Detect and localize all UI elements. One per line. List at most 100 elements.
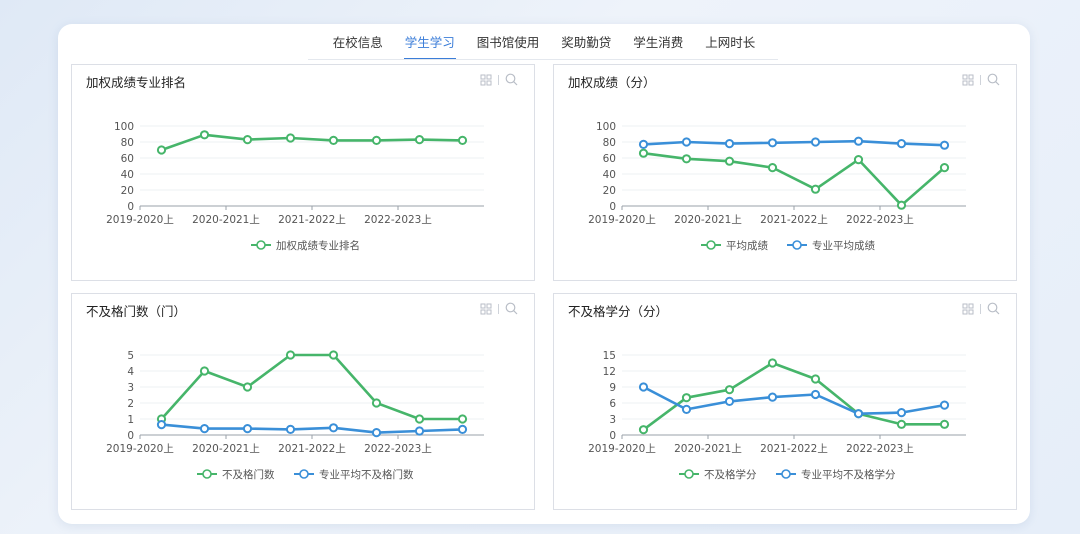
data-point	[767, 163, 778, 173]
series-line	[643, 139, 945, 147]
data-point	[853, 136, 864, 146]
data-point	[810, 389, 821, 400]
legend-marker	[202, 469, 212, 479]
y-tick-label: 20	[603, 185, 616, 197]
y-tick-label: 100	[596, 121, 616, 133]
grid-icon[interactable]	[480, 303, 492, 315]
series-line	[161, 423, 463, 434]
data-point	[724, 139, 735, 149]
x-tick-label: 2019-2020上	[106, 214, 174, 226]
legend-label: 不及格门数	[222, 468, 275, 481]
data-point	[242, 135, 253, 145]
search-icon[interactable]	[505, 302, 518, 315]
x-tick-label: 2019-2020上	[106, 443, 174, 455]
panel-weighted-rank: 加权成绩专业排名 100 80 60 40 20 0 2019-2020上 2020-2021…	[71, 64, 535, 281]
data-point	[939, 419, 950, 429]
legend-label: 平均成绩	[726, 239, 768, 252]
data-point	[896, 139, 907, 149]
data-point	[242, 382, 253, 392]
series-line	[643, 151, 946, 207]
legend-marker	[684, 469, 694, 479]
legend-marker	[706, 240, 716, 250]
data-point	[724, 385, 735, 395]
data-point	[285, 133, 296, 143]
y-tick-label: 4	[127, 366, 134, 378]
y-tick-label: 100	[114, 121, 134, 133]
tab-student-study[interactable]: 学生学习	[403, 32, 456, 60]
y-tick-label: 40	[121, 169, 134, 181]
data-point	[724, 396, 735, 407]
data-point	[371, 135, 382, 146]
panel-title: 不及格门数（门）	[86, 304, 187, 319]
grid-icon[interactable]	[962, 303, 974, 315]
tab-financial-aid[interactable]: 奖助勤贷	[561, 35, 612, 50]
panel-title: 不及格学分（分）	[568, 304, 669, 319]
x-tick-label: 2019-2020上	[588, 443, 656, 455]
y-tick-label: 80	[121, 137, 134, 149]
tab-divider	[308, 59, 778, 60]
tab-online-time[interactable]: 上网时长	[705, 35, 756, 50]
tool-separator	[498, 74, 499, 85]
tab-school-info[interactable]: 在校信息	[332, 35, 383, 50]
data-point	[896, 408, 907, 418]
data-point	[810, 374, 821, 384]
tab-bar: 在校信息 学生学习 图书馆使用 奖助勤贷 学生消费 上网时长	[58, 32, 1030, 62]
panel-failed-credits: 不及格学分（分） 15 12 9 6 3 0 2019-2020上 2020-2021上 202…	[553, 293, 1017, 510]
y-tick-label: 2	[127, 398, 134, 410]
data-point	[767, 392, 778, 402]
x-tick-label: 2019-2020上	[588, 214, 656, 226]
search-icon[interactable]	[987, 73, 1000, 86]
search-icon[interactable]	[505, 73, 518, 86]
tab-library-usage[interactable]: 图书馆使用	[476, 35, 540, 50]
y-tick-label: 60	[121, 153, 134, 165]
data-point	[457, 424, 468, 434]
legend-marker	[781, 469, 791, 479]
data-point	[638, 148, 649, 158]
data-point	[939, 400, 950, 410]
legend-marker	[792, 240, 802, 250]
data-point	[371, 398, 382, 408]
y-tick-label: 0	[609, 430, 616, 442]
data-point	[242, 424, 253, 434]
x-tick-label: 2021-2022上	[278, 443, 346, 455]
data-point	[767, 138, 778, 148]
panel-failed-courses: 不及格门数（门） 5 4 3 2 1 0 2019-2020上 2020-2021上 2021-…	[71, 293, 535, 510]
tool-separator	[980, 74, 981, 85]
data-point	[681, 154, 692, 164]
panel-title: 加权成绩（分）	[568, 75, 656, 90]
y-tick-label: 1	[127, 414, 134, 426]
y-tick-label: 0	[127, 201, 134, 213]
grid-icon[interactable]	[480, 74, 492, 86]
data-point	[285, 350, 296, 360]
x-tick-label: 2022-2023上	[846, 214, 914, 226]
data-point	[199, 424, 210, 434]
data-point	[939, 163, 950, 173]
data-point	[199, 366, 210, 376]
panel-title: 加权成绩专业排名	[86, 75, 187, 90]
data-point	[414, 414, 425, 424]
data-point	[414, 426, 425, 436]
tab-student-spending[interactable]: 学生消费	[633, 35, 684, 50]
data-point	[681, 137, 692, 147]
x-tick-label: 2020-2021上	[192, 443, 260, 455]
data-point	[328, 135, 339, 146]
data-point	[724, 156, 735, 166]
search-icon[interactable]	[987, 302, 1000, 315]
data-point	[767, 358, 778, 368]
data-point	[853, 155, 864, 165]
data-point	[638, 425, 649, 435]
y-tick-label: 9	[609, 382, 616, 394]
y-tick-label: 0	[609, 201, 616, 213]
grid-icon[interactable]	[962, 74, 974, 86]
y-tick-label: 0	[127, 430, 134, 442]
data-point	[638, 139, 649, 150]
y-tick-label: 60	[603, 153, 616, 165]
data-point	[371, 428, 382, 438]
legend-label: 不及格学分	[704, 468, 757, 481]
y-tick-label: 40	[603, 169, 616, 181]
x-tick-label: 2020-2021上	[674, 443, 742, 455]
data-point	[457, 414, 468, 424]
